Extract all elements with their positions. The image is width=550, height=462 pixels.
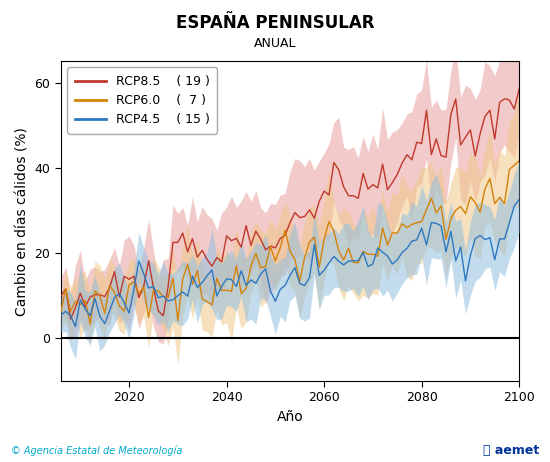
Text: ⒮ aemet: ⒮ aemet [483,444,539,457]
Text: ANUAL: ANUAL [254,37,296,50]
Text: © Agencia Estatal de Meteorología: © Agencia Estatal de Meteorología [11,446,183,456]
Legend: RCP8.5    ( 19 ), RCP6.0    (  7 ), RCP4.5    ( 15 ): RCP8.5 ( 19 ), RCP6.0 ( 7 ), RCP4.5 ( 15… [67,67,217,134]
Text: ESPAÑA PENINSULAR: ESPAÑA PENINSULAR [176,14,374,32]
Y-axis label: Cambio en días cálidos (%): Cambio en días cálidos (%) [15,127,29,316]
X-axis label: Año: Año [277,410,304,424]
